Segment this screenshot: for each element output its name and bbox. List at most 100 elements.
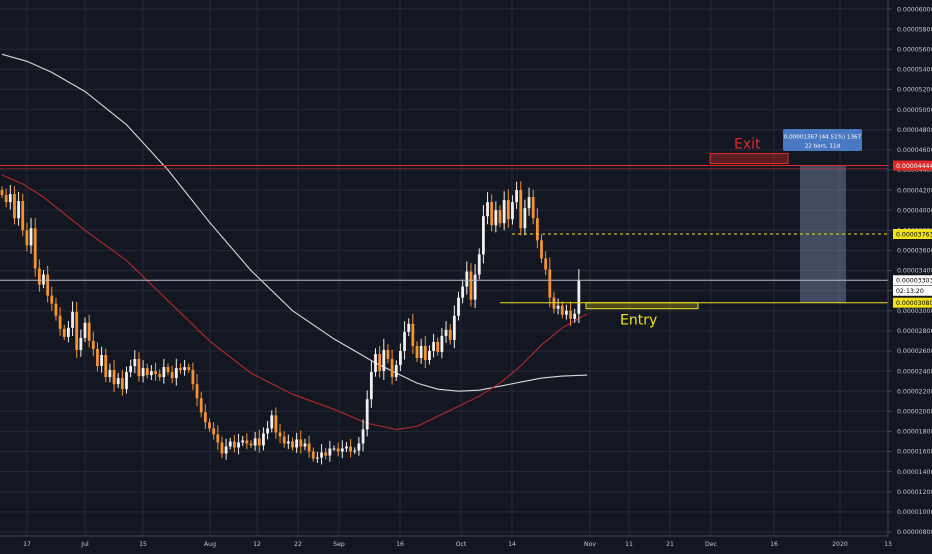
candle[interactable] [141,360,145,383]
candle[interactable] [577,268,581,324]
candle[interactable] [349,439,352,458]
candle[interactable] [357,436,361,456]
candle[interactable] [415,341,419,362]
candle[interactable] [187,363,191,373]
candle[interactable] [407,318,411,337]
candle[interactable] [506,189,510,228]
candle[interactable] [42,270,45,289]
candle[interactable] [33,218,37,277]
candle[interactable] [444,321,448,343]
candle[interactable] [316,451,319,464]
candle[interactable] [374,348,377,377]
candle[interactable] [21,193,25,237]
candle[interactable] [162,358,166,384]
price-axis[interactable]: 0.00000800 0.00001000 0.00001200 0.00001400… [888,6,932,536]
candle[interactable] [208,418,211,432]
candle[interactable] [46,265,50,303]
candle[interactable] [436,337,440,356]
candle[interactable] [457,291,460,321]
candle[interactable] [270,410,274,433]
candle[interactable] [245,433,249,450]
candle[interactable] [120,369,124,396]
candle[interactable] [183,359,186,376]
candle[interactable] [112,360,116,393]
time-axis-panel[interactable] [0,536,932,550]
candle[interactable] [382,338,386,380]
candle[interactable] [477,248,481,280]
candle[interactable] [13,186,16,225]
candle[interactable] [531,189,535,225]
exit-zone-box[interactable] [709,153,789,165]
candle[interactable] [220,436,224,459]
price-levels[interactable]: Exit Entry [0,137,888,329]
candle[interactable] [278,423,282,444]
candle[interactable] [340,440,344,459]
candle[interactable] [257,429,261,453]
candle[interactable] [286,434,290,450]
candle[interactable] [390,349,394,385]
candle[interactable] [8,185,12,210]
candle[interactable] [394,360,398,381]
candle[interactable] [262,427,265,451]
candle[interactable] [37,259,41,292]
candle[interactable] [299,430,303,454]
candle[interactable] [544,251,548,276]
candle[interactable] [336,442,340,457]
entry-zone-box[interactable] [585,302,699,310]
candle[interactable] [274,407,278,439]
candle[interactable] [461,279,465,304]
candle[interactable] [573,308,577,323]
candle[interactable] [158,369,162,381]
candle[interactable] [228,437,232,450]
candle[interactable] [527,187,531,216]
candle[interactable] [295,432,299,453]
candle[interactable] [386,344,390,364]
candle[interactable] [345,441,348,453]
candle[interactable] [4,188,8,208]
candle[interactable] [100,346,103,373]
candle[interactable] [498,205,502,228]
candle[interactable] [170,365,174,384]
candle[interactable] [399,343,402,372]
candle[interactable] [494,201,498,233]
candle[interactable] [79,329,83,357]
candle[interactable] [369,361,373,408]
candle[interactable] [535,208,539,249]
candle[interactable] [71,301,74,337]
candle[interactable] [452,305,456,349]
candle[interactable] [104,348,108,383]
candle[interactable] [303,438,307,451]
candlesticks[interactable] [0,181,581,465]
candle[interactable] [540,234,543,264]
candle[interactable] [465,261,469,295]
candle[interactable] [565,304,568,320]
time-axis[interactable]: 17 Jul 15 Aug 12 22 Sep 16 Oct 14 Nov 11 21 Dec 16 2020… [23,541,892,548]
candle[interactable] [266,421,269,440]
candle[interactable] [199,391,203,418]
candle[interactable] [473,264,477,309]
candle[interactable] [58,307,62,336]
candle[interactable] [237,433,240,455]
candle[interactable] [25,222,29,252]
candle[interactable] [440,328,444,359]
candle[interactable] [253,431,257,451]
measure-label[interactable]: 0.00001367 (44.51%) 1367 22 bars, 11d [783,129,862,151]
candle[interactable] [490,194,494,232]
candle[interactable] [0,186,4,199]
candle[interactable] [137,352,141,382]
candle[interactable] [54,297,58,321]
candle[interactable] [96,342,99,372]
candle[interactable] [216,425,220,450]
candle[interactable] [469,263,473,307]
candle[interactable] [129,359,133,378]
candle[interactable] [233,435,236,453]
candle[interactable] [365,390,369,437]
candle[interactable] [403,321,406,360]
candle[interactable] [125,366,128,394]
candle[interactable] [324,447,328,460]
candle[interactable] [241,435,245,447]
candle[interactable] [174,358,178,386]
candle[interactable] [519,181,523,236]
